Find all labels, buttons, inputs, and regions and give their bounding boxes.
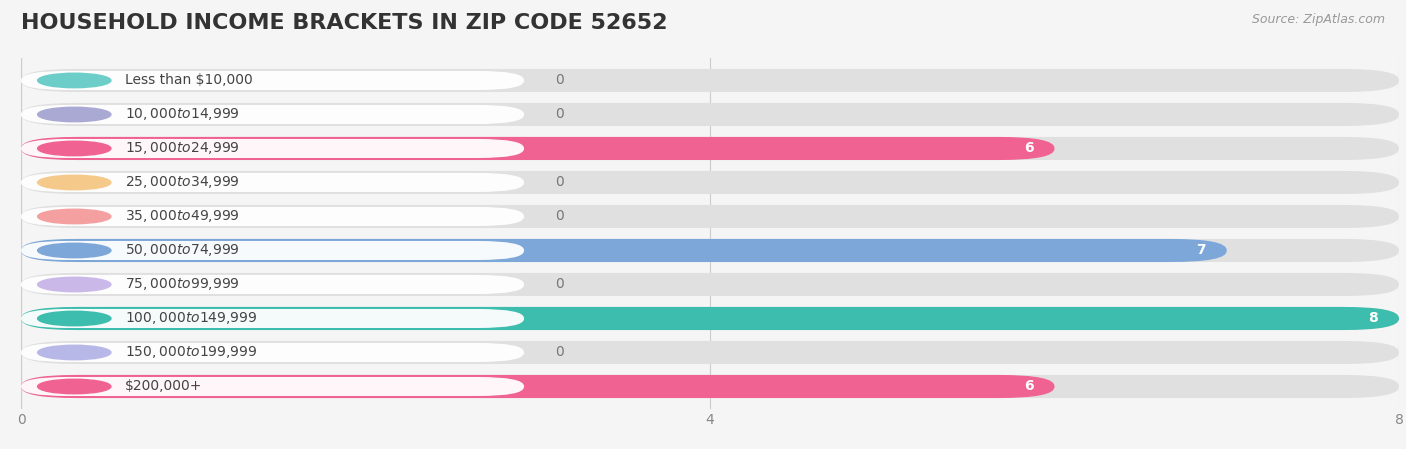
FancyBboxPatch shape bbox=[21, 207, 524, 226]
Circle shape bbox=[38, 73, 111, 88]
Circle shape bbox=[38, 311, 111, 326]
Text: $200,000+: $200,000+ bbox=[125, 379, 202, 393]
Text: 6: 6 bbox=[1024, 141, 1033, 155]
Text: 8: 8 bbox=[1368, 312, 1378, 326]
FancyBboxPatch shape bbox=[21, 307, 1399, 330]
Text: 6: 6 bbox=[1024, 379, 1033, 393]
Circle shape bbox=[38, 209, 111, 224]
FancyBboxPatch shape bbox=[21, 307, 1399, 330]
FancyBboxPatch shape bbox=[21, 239, 1399, 262]
Text: $25,000 to $34,999: $25,000 to $34,999 bbox=[125, 175, 239, 190]
Text: 7: 7 bbox=[1197, 243, 1206, 257]
Text: $10,000 to $14,999: $10,000 to $14,999 bbox=[125, 106, 239, 123]
FancyBboxPatch shape bbox=[21, 375, 1399, 398]
FancyBboxPatch shape bbox=[21, 71, 524, 90]
FancyBboxPatch shape bbox=[21, 341, 1399, 364]
FancyBboxPatch shape bbox=[21, 343, 524, 362]
Text: $50,000 to $74,999: $50,000 to $74,999 bbox=[125, 242, 239, 259]
Text: $15,000 to $24,999: $15,000 to $24,999 bbox=[125, 141, 239, 156]
Circle shape bbox=[38, 141, 111, 156]
Circle shape bbox=[38, 175, 111, 190]
FancyBboxPatch shape bbox=[21, 309, 524, 328]
Circle shape bbox=[38, 277, 111, 292]
FancyBboxPatch shape bbox=[21, 205, 1399, 228]
FancyBboxPatch shape bbox=[21, 139, 524, 158]
Text: $75,000 to $99,999: $75,000 to $99,999 bbox=[125, 277, 239, 292]
Text: 0: 0 bbox=[555, 277, 564, 291]
FancyBboxPatch shape bbox=[21, 105, 524, 124]
Text: Source: ZipAtlas.com: Source: ZipAtlas.com bbox=[1251, 13, 1385, 26]
FancyBboxPatch shape bbox=[21, 173, 524, 192]
Text: $150,000 to $199,999: $150,000 to $199,999 bbox=[125, 344, 257, 361]
Circle shape bbox=[38, 345, 111, 360]
Text: 0: 0 bbox=[555, 176, 564, 189]
Text: HOUSEHOLD INCOME BRACKETS IN ZIP CODE 52652: HOUSEHOLD INCOME BRACKETS IN ZIP CODE 52… bbox=[21, 13, 668, 34]
Circle shape bbox=[38, 243, 111, 258]
FancyBboxPatch shape bbox=[21, 273, 1399, 296]
FancyBboxPatch shape bbox=[21, 275, 524, 294]
FancyBboxPatch shape bbox=[21, 103, 1399, 126]
FancyBboxPatch shape bbox=[21, 171, 1399, 194]
Text: 0: 0 bbox=[555, 74, 564, 88]
FancyBboxPatch shape bbox=[21, 137, 1054, 160]
FancyBboxPatch shape bbox=[21, 239, 1226, 262]
FancyBboxPatch shape bbox=[21, 377, 524, 396]
Text: Less than $10,000: Less than $10,000 bbox=[125, 74, 253, 88]
Text: $100,000 to $149,999: $100,000 to $149,999 bbox=[125, 311, 257, 326]
FancyBboxPatch shape bbox=[21, 241, 524, 260]
Text: $35,000 to $49,999: $35,000 to $49,999 bbox=[125, 208, 239, 224]
FancyBboxPatch shape bbox=[21, 375, 1054, 398]
Text: 0: 0 bbox=[555, 210, 564, 224]
FancyBboxPatch shape bbox=[21, 69, 1399, 92]
Text: 0: 0 bbox=[555, 345, 564, 360]
FancyBboxPatch shape bbox=[21, 137, 1399, 160]
Circle shape bbox=[38, 379, 111, 394]
Circle shape bbox=[38, 107, 111, 122]
Text: 0: 0 bbox=[555, 107, 564, 122]
